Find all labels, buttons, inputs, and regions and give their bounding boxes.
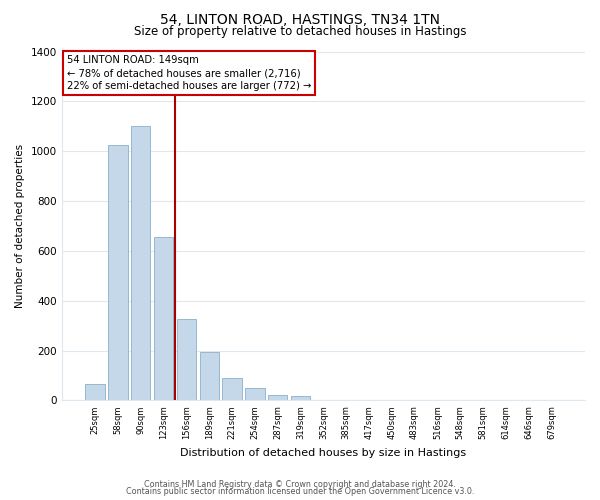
Bar xyxy=(268,395,287,400)
Text: 54 LINTON ROAD: 149sqm
← 78% of detached houses are smaller (2,716)
22% of semi-: 54 LINTON ROAD: 149sqm ← 78% of detached… xyxy=(67,55,311,92)
Bar xyxy=(177,320,196,400)
Text: Contains public sector information licensed under the Open Government Licence v3: Contains public sector information licen… xyxy=(126,488,474,496)
X-axis label: Distribution of detached houses by size in Hastings: Distribution of detached houses by size … xyxy=(180,448,466,458)
Bar xyxy=(108,145,128,401)
Bar xyxy=(154,237,173,400)
Bar xyxy=(200,352,219,401)
Text: Contains HM Land Registry data © Crown copyright and database right 2024.: Contains HM Land Registry data © Crown c… xyxy=(144,480,456,489)
Text: 54, LINTON ROAD, HASTINGS, TN34 1TN: 54, LINTON ROAD, HASTINGS, TN34 1TN xyxy=(160,12,440,26)
Bar xyxy=(85,384,105,400)
Bar xyxy=(245,388,265,400)
Text: Size of property relative to detached houses in Hastings: Size of property relative to detached ho… xyxy=(134,25,466,38)
Bar xyxy=(291,396,310,400)
Y-axis label: Number of detached properties: Number of detached properties xyxy=(15,144,25,308)
Bar xyxy=(131,126,151,400)
Bar xyxy=(223,378,242,400)
